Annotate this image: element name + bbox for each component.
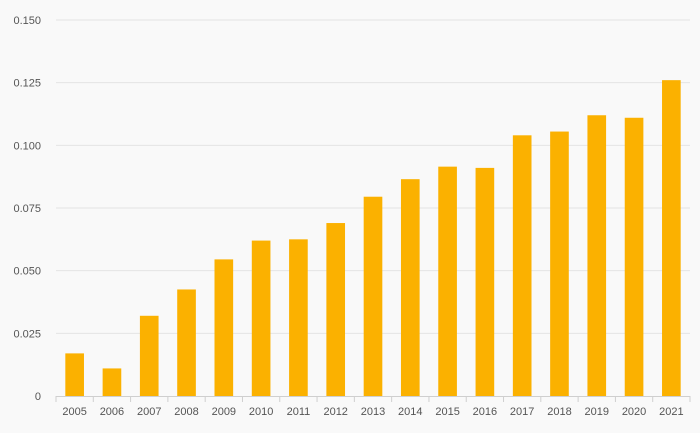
x-tick-label: 2010 [249,406,273,418]
bar-2019 [587,115,607,397]
x-tick-label: 2008 [174,406,198,418]
bar-2012 [326,223,346,396]
x-axis: 2005 2006 2007 2008 2009 2010 2011 2012 2013 2014… [55,396,691,418]
bars [65,80,681,397]
x-tick-label: 2014 [398,406,422,418]
x-tick-label: 2016 [473,406,497,418]
y-tick-label: 0 [35,391,41,403]
bar-2018 [550,131,569,396]
bar-2009 [214,259,234,396]
x-tick-label: 2020 [622,406,646,418]
bar-2005 [65,353,84,396]
x-tick-label: 2005 [62,406,86,418]
x-tick-label: 2007 [137,406,161,418]
x-tick-label: 2021 [659,406,683,418]
bar-2006 [102,368,122,396]
y-tick-label: 0.150 [13,15,41,27]
x-tick-label: 2012 [323,406,347,418]
bar-2016 [475,167,495,396]
bar-2014 [400,179,420,396]
y-tick-label: 0.025 [13,328,41,340]
y-tick-label: 0.075 [13,203,41,215]
x-tick-label: 2017 [510,406,534,418]
y-tick-label: 0.100 [13,140,41,152]
y-axis: 0 0.025 0.050 0.075 0.100 0.125 0.150 [13,15,41,403]
x-tick-label: 2019 [585,406,609,418]
y-tick-label: 0.125 [13,78,41,90]
x-tick-label: 2013 [361,406,385,418]
bar-2017 [512,135,532,396]
x-tick-label: 2006 [100,406,124,418]
x-tick-label: 2018 [547,406,571,418]
bar-2011 [289,239,308,396]
y-tick-label: 0.050 [13,266,41,278]
bar-2013 [363,196,383,396]
bar-2010 [251,240,271,396]
bar-2020 [624,117,644,396]
x-tick-label: 2011 [287,406,311,418]
bar-2007 [139,315,159,396]
bar-2008 [177,289,196,396]
x-tick-label: 2015 [435,406,459,418]
bar-2015 [438,166,457,396]
x-tick-label: 2009 [212,406,236,418]
bar-2021 [662,80,681,396]
